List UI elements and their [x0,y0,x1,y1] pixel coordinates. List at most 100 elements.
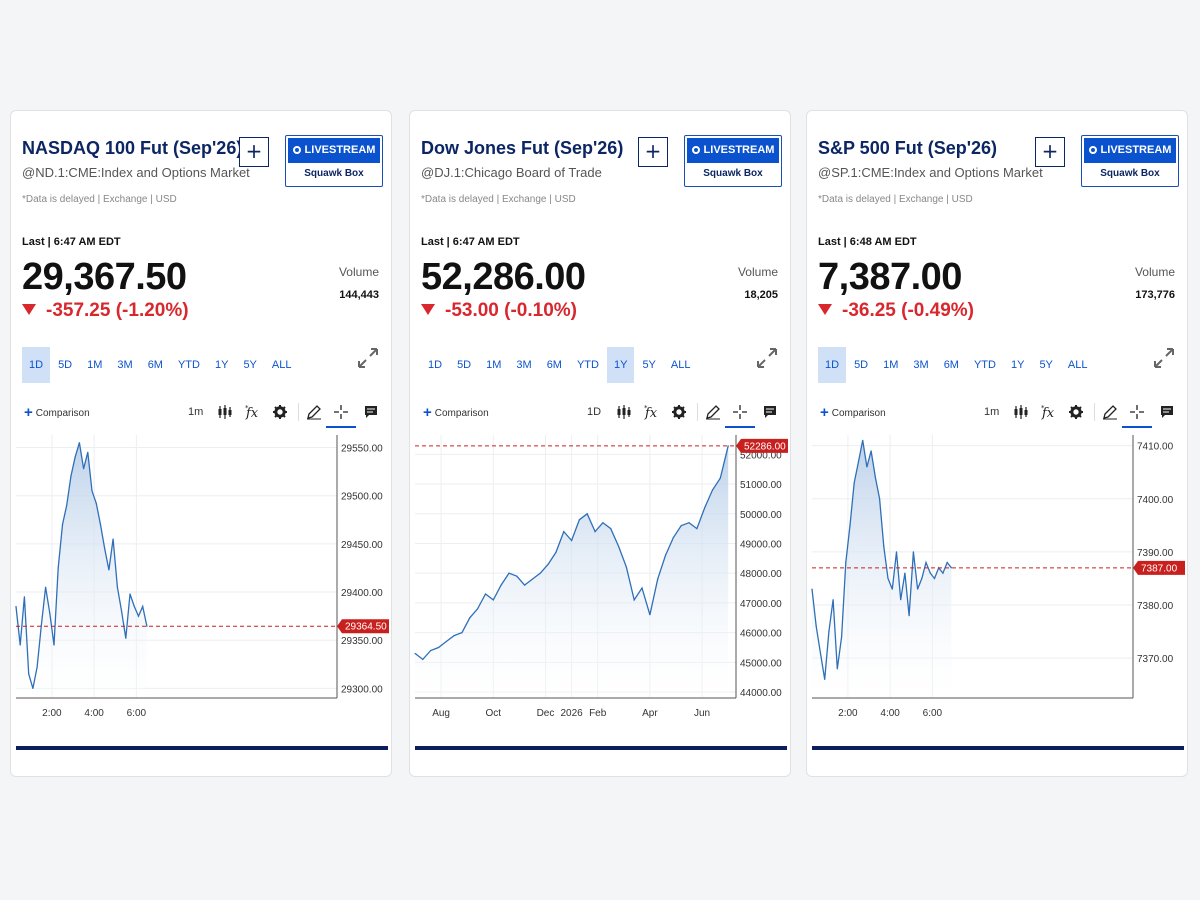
range-button-5y[interactable]: 5Y [642,359,656,371]
livestream-button[interactable]: LIVESTREAM Squawk Box [285,135,383,187]
livestream-button[interactable]: LIVESTREAM Squawk Box [684,135,782,187]
range-button-1d[interactable]: 1D [818,347,847,383]
range-button-1y[interactable]: 1Y [214,359,229,371]
price-chart[interactable]: 44000.00 45000.00 46000.00 47000.00 48000.00… [410,431,791,731]
data-point [586,513,588,515]
delay-note: *Data is delayed | Exchange | USD [22,194,177,205]
data-point [477,608,479,610]
gear-icon[interactable] [671,404,687,420]
gear-icon[interactable] [272,404,288,420]
candlestick-icon[interactable] [616,404,632,420]
range-button-all[interactable]: ALL [670,359,691,371]
livestream-button[interactable]: LIVESTREAM Squawk Box [1081,135,1179,187]
add-to-watchlist-button[interactable]: + [1035,137,1065,167]
data-point [61,523,64,526]
crosshair-icon[interactable] [732,404,748,420]
range-button-all[interactable]: ALL [271,359,292,371]
add-to-watchlist-button[interactable]: + [239,137,269,167]
y-tick-label: 47000.00 [740,599,782,610]
range-button-5y[interactable]: 5Y [1039,359,1053,371]
y-tick-label: 7380.00 [1137,601,1174,612]
function-icon[interactable]: fx* [245,404,261,420]
pencil-icon[interactable] [306,404,322,420]
y-tick-label: 44000.00 [740,688,782,699]
candlestick-icon[interactable] [217,404,233,420]
range-button-1y[interactable]: 1Y [606,347,635,383]
data-point [70,475,72,478]
comparison-button[interactable]: + Comparison [423,404,489,421]
comparison-button[interactable]: + Comparison [24,404,90,421]
interval-button[interactable]: 1m [188,406,204,418]
range-button-3m[interactable]: 3M [516,359,532,371]
comment-icon[interactable] [1159,404,1175,420]
range-button-6m[interactable]: 6M [943,359,959,371]
function-icon[interactable]: fx* [644,404,660,420]
data-point [933,577,936,580]
x-tick-label: 2026 [560,708,583,719]
price-chart[interactable]: 7370.00 7380.00 7390.00 7400.00 7410.00 2:00 4… [807,431,1188,731]
comment-icon[interactable] [363,404,379,420]
last-price-tag: 7387.00 [1133,560,1185,575]
data-point [891,588,893,590]
range-button-3m[interactable]: 3M [117,359,133,371]
comment-icon[interactable] [762,404,778,420]
range-button-1d[interactable]: 1D [428,359,443,371]
range-button-1m[interactable]: 1M [486,359,502,371]
range-button-all[interactable]: ALL [1067,359,1088,371]
delay-note: *Data is delayed | Exchange | USD [818,194,973,205]
data-point [32,687,34,689]
expand-icon[interactable] [1153,347,1175,369]
volume-label: Volume [338,265,379,279]
data-point [704,507,706,509]
range-button-6m[interactable]: 6M [546,359,562,371]
interval-button[interactable]: 1m [984,406,1000,418]
range-button-5y[interactable]: 5Y [243,359,257,371]
range-button-5d[interactable]: 5D [854,359,869,371]
crosshair-icon[interactable] [1129,404,1145,420]
data-point [445,640,447,643]
svg-text:fx: fx [245,406,259,420]
card-title[interactable]: NASDAQ 100 Fut (Sep'26) [22,138,243,158]
range-button-ytd[interactable]: YTD [177,359,200,371]
data-point [104,548,106,550]
card-footer-bar [812,746,1184,750]
pencil-icon[interactable] [1102,404,1118,420]
price-tag-label: 7387.00 [1141,563,1178,574]
crosshair-active-indicator [1122,426,1152,428]
data-point [91,490,93,492]
range-button-ytd[interactable]: YTD [576,359,599,371]
function-icon[interactable]: fx* [1041,404,1057,420]
range-button-1m[interactable]: 1M [87,359,103,371]
series-area [415,445,729,698]
expand-icon[interactable] [756,347,778,369]
price-chart[interactable]: 29300.00 29350.00 29400.00 29450.00 29500.00… [11,431,392,731]
x-tick-label: 2:00 [838,708,858,719]
range-button-5d[interactable]: 5D [457,359,472,371]
range-button-6m[interactable]: 6M [147,359,163,371]
crosshair-icon[interactable] [333,404,349,420]
data-point [28,673,30,675]
range-button-1y[interactable]: 1Y [1010,359,1025,371]
range-button-1d[interactable]: 1D [22,347,51,383]
x-tick-label: 4:00 [84,708,104,719]
add-to-watchlist-button[interactable]: + [638,137,668,167]
expand-icon[interactable] [357,347,379,369]
data-point [617,545,620,548]
down-arrow-icon [22,304,36,315]
interval-button[interactable]: 1D [587,406,602,418]
pencil-icon[interactable] [705,404,721,420]
card-title[interactable]: S&P 500 Fut (Sep'26) [818,138,998,158]
range-button-1m[interactable]: 1M [883,359,899,371]
data-point [832,599,834,601]
card-title[interactable]: Dow Jones Fut (Sep'26) [421,138,624,158]
candlestick-icon[interactable] [1013,404,1029,420]
data-point [516,575,518,577]
y-tick-label: 48000.00 [740,569,782,580]
range-button-5d[interactable]: 5D [58,359,73,371]
comparison-button[interactable]: + Comparison [820,404,886,421]
gear-icon[interactable] [1068,404,1084,420]
svg-text:*: * [644,404,648,412]
range-button-3m[interactable]: 3M [913,359,929,371]
data-point [133,605,135,608]
range-button-ytd[interactable]: YTD [973,359,996,371]
